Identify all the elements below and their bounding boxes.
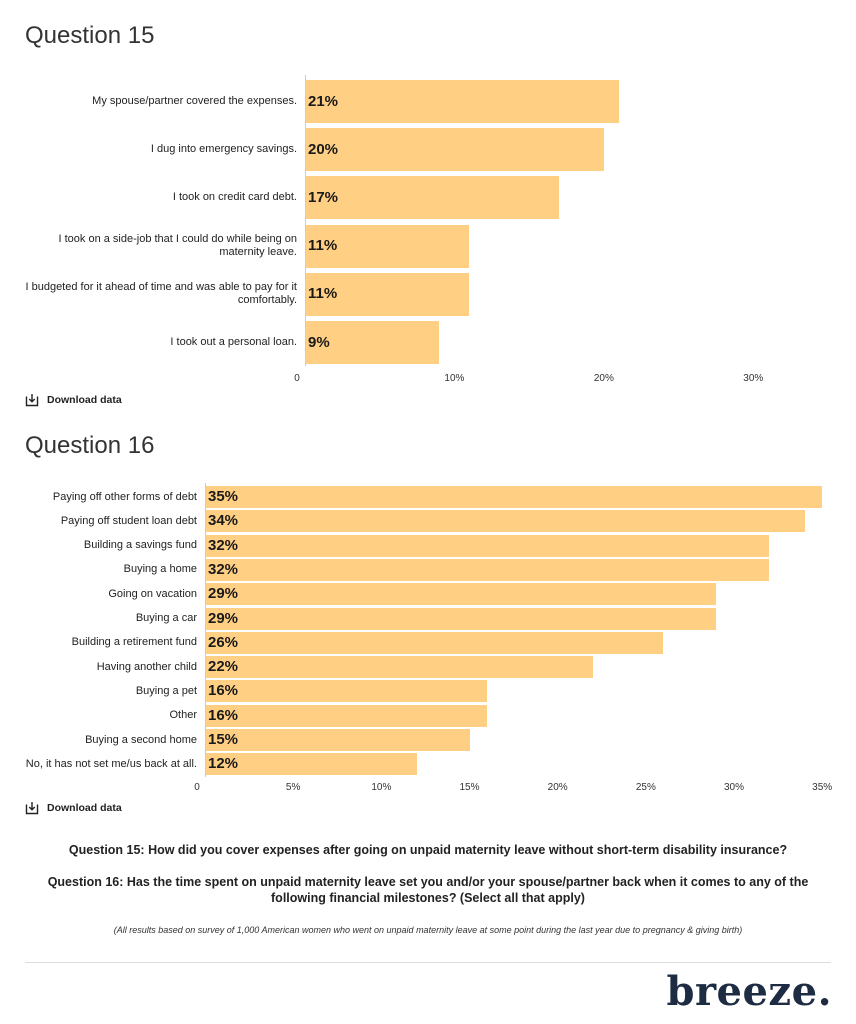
q16-category-label: Having another child [96,660,197,673]
q16-x-tick-label: 20% [547,782,568,793]
survey-note: (All results based on survey of 1,000 Am… [113,925,743,935]
q16-download-data-button[interactable]: Download data [25,801,122,815]
q16-x-tick-label: 25% [635,782,656,793]
q16-category-label: No, it has not set me/us back at all. [25,757,197,770]
q15-data-label: 11% [308,285,338,303]
q15-bar [306,272,470,316]
q15-category-label: I took out a personal loan. [170,336,297,348]
q16-x-tick-label: 10% [371,782,392,793]
q16-category-label: Paying off other forms of debt [52,490,197,503]
q16-x-tick-label: 35% [812,782,833,793]
q16-data-label: 16% [208,706,239,724]
q16-bar [206,729,470,751]
q16-category-label: Buying a car [135,612,197,624]
q16-data-label: 32% [208,560,239,578]
q15-x-tick-label: 20% [593,373,614,384]
q16-category-label: Other [169,709,197,722]
q15-axis-line [305,75,306,366]
q15-download-data-button[interactable]: Download data [25,393,122,407]
q16-category-label: Paying off student loan debt [60,514,197,527]
q16-data-label: 15% [208,731,239,748]
download-icon [25,393,39,407]
q16-bar [206,534,770,557]
q16-data-label: 26% [208,633,239,651]
q15-bar [306,224,470,268]
download-data-label: Download data [47,802,122,814]
download-data-label: Download data [47,394,122,406]
breeze-logo: breeze. [666,968,832,1015]
q16-data-label: 32% [208,536,239,554]
q15-data-label: 21% [308,92,339,110]
q15-data-label: 9% [308,333,330,351]
q16-data-label: 35% [208,488,239,505]
q16-category-label: Buying a pet [135,684,197,697]
q15-bar [306,321,440,364]
q16-data-label: 12% [208,755,239,773]
q16-bar [206,583,717,606]
q15-category-label: My spouse/partner covered the expenses. [92,95,297,107]
q16-bar [206,486,823,508]
q16-axis-line [205,483,206,777]
q15-x-tick-label: 10% [444,373,465,384]
q15-x-tick-label: 0 [294,373,300,384]
q16-x-tick-label: 0 [194,782,200,793]
q16-x-tick-label: 30% [723,782,745,793]
q16-data-label: 29% [208,609,239,627]
q16-bar [206,753,417,776]
q16-category-label: Buying a home [123,563,197,576]
download-icon [25,801,39,815]
q16-bar [206,704,488,727]
q16-category-label: Building a retirement fund [71,636,197,649]
q16-bar [206,607,717,630]
q16-x-tick-label: 5% [285,782,301,793]
q16-data-label: 22% [208,658,239,676]
q16-x-tick-label: 15% [459,782,480,793]
q15-category-label: I took on a side-job that I could do whi… [58,233,298,259]
q15-bar [306,80,619,123]
q16-bar [206,631,664,654]
q15-title: Question 15 [25,22,155,49]
q15-caption: Question 15: How did you cover expenses … [68,843,788,857]
q15-data-label: 20% [308,140,339,158]
q16-title: Question 16 [25,432,155,459]
q16-bar [206,558,770,581]
q16-bar [206,656,593,679]
q15-category-label: I took on credit card debt. [172,191,297,204]
q15-bar [306,128,604,172]
q15-category-label: I dug into emergency savings. [150,143,297,156]
q15-bar [306,176,560,220]
q15-data-label: 11% [308,237,338,255]
q16-category-label: Buying a second home [85,733,197,746]
q15-data-label: 17% [308,188,339,206]
q16-bar [206,680,488,703]
q16-caption: Question 16: Has the time spent on unpai… [47,875,809,905]
q16-data-label: 29% [208,585,239,603]
q15-x-tick-label: 30% [743,373,764,384]
q15-category-label: I budgeted for it ahead of time and was … [25,281,297,307]
q16-bar [206,510,805,533]
q16-category-label: Building a savings fund [83,539,197,552]
q16-data-label: 34% [208,512,239,530]
q16-data-label: 16% [208,682,239,700]
q16-category-label: Going on vacation [108,587,197,600]
footer-divider [25,962,831,963]
